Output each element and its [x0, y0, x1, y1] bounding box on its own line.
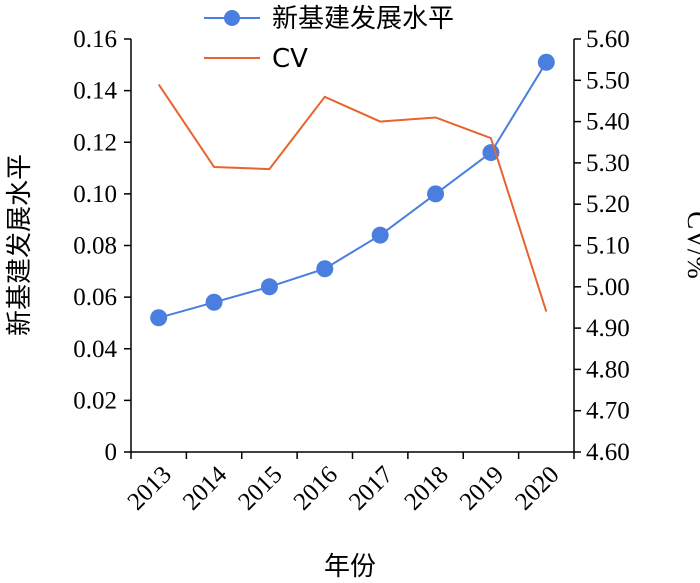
data-point-0: [371, 226, 389, 244]
y-tick-label-right: 5.30: [586, 150, 630, 177]
legend-label-cv: CV: [272, 44, 308, 74]
y-axis-title-right: CV/%: [682, 211, 700, 279]
y-tick-label-left: 0.16: [73, 26, 117, 53]
y-tick-label-left: 0.14: [73, 78, 117, 105]
y-tick-label-left: 0.10: [73, 181, 117, 208]
y-tick-label-left: 0: [105, 439, 118, 466]
legend: 新基建发展水平 CV: [204, 4, 454, 74]
data-point-0: [260, 278, 278, 296]
x-axis-title: 年份: [324, 552, 376, 582]
x-tick-label: 2018: [399, 461, 453, 515]
series-layer: [150, 53, 555, 327]
y-tick-label-right: 5.20: [586, 191, 630, 218]
y-tick-label-left: 0.02: [73, 387, 117, 414]
x-tick-label: 2020: [510, 461, 564, 515]
y-tick-label-left: 0.06: [73, 284, 117, 311]
y-tick-label-right: 5.40: [586, 109, 630, 136]
y-tick-label-right: 5.00: [586, 274, 630, 301]
x-tick-label: 2014: [178, 461, 233, 516]
x-tick-label: 2016: [289, 461, 343, 515]
x-tick-label: 2017: [344, 461, 398, 515]
x-tick-label: 2019: [455, 461, 509, 515]
y-tick-label-right: 5.60: [586, 26, 630, 53]
data-point-0: [537, 53, 555, 71]
y-tick-label-right: 4.90: [586, 315, 630, 342]
data-point-0: [427, 185, 445, 203]
y-tick-label-right: 4.80: [586, 356, 630, 383]
series-line-1: [157, 83, 548, 312]
x-tick-label: 2015: [233, 461, 287, 515]
y-tick-label-left: 0.08: [73, 233, 117, 260]
y-tick-label-left: 0.04: [73, 336, 117, 363]
y-tick-label-left: 0.12: [73, 129, 117, 156]
data-point-0: [150, 309, 168, 327]
y-tick-label-right: 4.60: [586, 439, 630, 466]
data-point-0: [205, 293, 223, 311]
x-tick-label: 2013: [122, 461, 176, 515]
data-point-0: [316, 260, 334, 278]
y-axis-title-left: 新基建发展水平: [5, 154, 35, 336]
y-tick-label-right: 5.50: [586, 67, 630, 94]
legend-marker-level: [224, 10, 240, 26]
y-tick-label-right: 4.70: [586, 398, 630, 425]
series-line-0: [158, 61, 548, 319]
legend-label-level: 新基建发展水平: [272, 4, 454, 34]
axes: 0 0.02 0.04 0.06 0.08 0.10 0.12 0.14 0.16 4.60 4.7…: [73, 26, 630, 516]
y-tick-label-right: 5.10: [586, 233, 630, 260]
